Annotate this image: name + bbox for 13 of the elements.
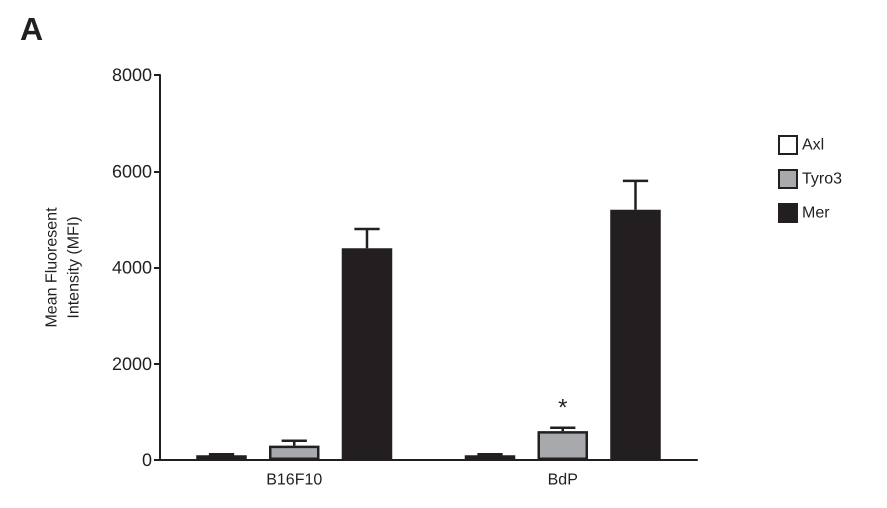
y-tick-label: 8000 [112, 65, 152, 85]
legend-label: Mer [802, 204, 830, 222]
y-tick-label: 4000 [112, 258, 152, 278]
x-tick-label: BdP [548, 472, 578, 488]
legend-label: Axl [802, 136, 824, 154]
legend-label: Tyro3 [802, 170, 842, 188]
chart-title: A [20, 11, 44, 47]
y-tick-label: 2000 [112, 354, 152, 374]
y-tick-label: 6000 [112, 161, 152, 182]
y-tick-label: 0 [142, 450, 152, 470]
x-tick-label: B16F10 [266, 472, 322, 488]
annotation: * [558, 394, 568, 422]
y-axis-title: Mean Fluoresent Intensity (MFI) [44, 206, 82, 328]
